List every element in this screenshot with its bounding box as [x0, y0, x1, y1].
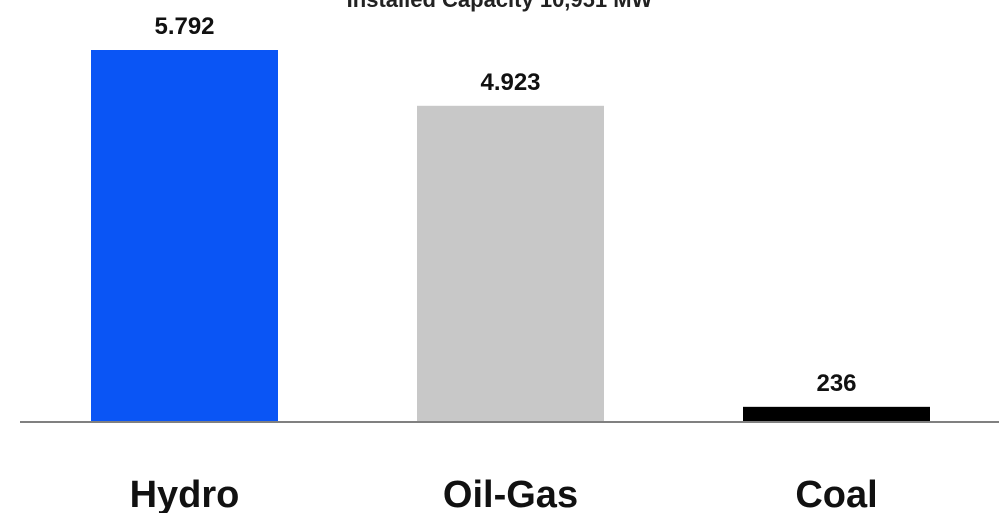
value-label-hydro: 5.792	[154, 13, 214, 40]
chart-title: Installed Capacity 10,951 MW	[0, 0, 999, 13]
value-label-coal: 236	[816, 370, 856, 397]
bar-hydro	[91, 50, 278, 422]
value-label-oil-gas: 4.923	[480, 69, 540, 96]
bars-group	[91, 50, 930, 423]
category-label-hydro: Hydro	[130, 474, 240, 513]
category-label-coal: Coal	[795, 474, 877, 513]
category-label-oil-gas: Oil-Gas	[443, 474, 578, 513]
bar-coal	[743, 406, 930, 422]
category-labels-group: Hydro Oil-Gas Coal	[130, 474, 878, 513]
value-labels-group: 5.792 4.923 236	[154, 13, 856, 397]
bar-oil-gas	[417, 105, 604, 423]
